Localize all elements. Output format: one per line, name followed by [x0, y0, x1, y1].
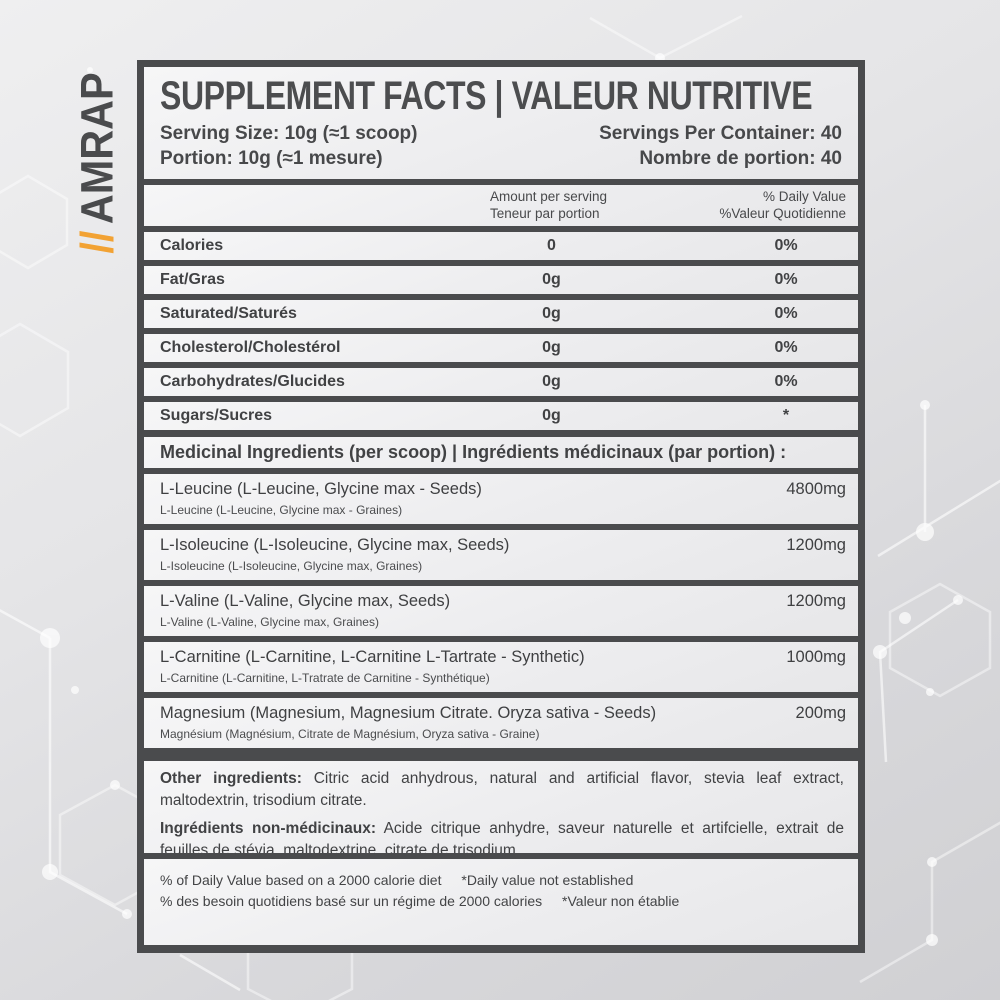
- footnotes-section: % of Daily Value based on a 2000 calorie…: [144, 859, 858, 945]
- ingredient-name-en: L-Leucine (L-Leucine, Glycine max - Seed…: [160, 480, 482, 498]
- dv-header-en: % Daily Value: [762, 188, 846, 204]
- other-ingredients-fr: Ingrédients non-médicinaux: Acide citriq…: [160, 818, 844, 853]
- nutrient-name: Cholesterol/Cholestérol: [160, 339, 341, 356]
- amount-column-header: Amount per serving Teneur par portion: [490, 189, 607, 223]
- footnote-en-star: *Daily value not established: [461, 872, 634, 888]
- ingredient-amount: 4800mg: [786, 480, 846, 498]
- footnote-fr-dv: % des besoin quotidiens basé sur un régi…: [160, 893, 543, 909]
- medicinal-row-l-valine: L-Valine (L-Valine, Glycine max, Seeds) …: [144, 586, 858, 636]
- amount-header-fr: Teneur par portion: [490, 205, 600, 221]
- other-ingredients-text-fr: Acide citrique anhydre, saveur naturelle…: [160, 820, 845, 853]
- column-headers: Amount per serving Teneur par portion % …: [144, 185, 858, 226]
- amount-header-en: Amount per serving: [490, 188, 608, 204]
- ingredient-amount: 1200mg: [786, 536, 846, 554]
- other-ingredients-label-en: Other ingredients:: [160, 770, 302, 787]
- nutrient-row-carbohydrates: Carbohydrates/Glucides 0g 0%: [144, 368, 858, 396]
- ingredient-name-en: Magnesium (Magnesium, Magnesium Citrate.…: [160, 704, 657, 722]
- label-header: SUPPLEMENT FACTS | VALEUR NUTRITIVE Serv…: [144, 67, 858, 179]
- servings-per-container: Servings Per Container: 40 Nombre de por…: [599, 122, 842, 171]
- nutrient-name: Saturated/Saturés: [160, 305, 297, 322]
- nutrient-name: Fat/Gras: [160, 271, 225, 288]
- footnote-fr-star: *Valeur non établie: [562, 893, 680, 909]
- logo-wordmark: AMRAP: [71, 72, 123, 225]
- nutrient-dv: 0%: [774, 237, 798, 254]
- nutrient-amount: 0g: [542, 373, 561, 390]
- serving-size: Serving Size: 10g (≈1 scoop) Portion: 10…: [160, 122, 418, 171]
- nutrient-row-saturated: Saturated/Saturés 0g 0%: [144, 300, 858, 328]
- footnote-en-dv: % of Daily Value based on a 2000 calorie…: [160, 872, 442, 888]
- medicinal-row-magnesium: Magnesium (Magnesium, Magnesium Citrate.…: [144, 698, 858, 748]
- amrap-logo: // AMRAP: [68, 56, 126, 270]
- other-ingredients-label-fr: Ingrédients non-médicinaux:: [160, 820, 376, 837]
- ingredient-name-fr: Magnésium (Magnésium, Citrate de Magnési…: [160, 727, 540, 741]
- other-ingredients-en: Other ingredients: Citric acid anhydrous…: [160, 768, 844, 812]
- logo-slashes-icon: //: [71, 230, 123, 254]
- ingredient-name-fr: L-Valine (L-Valine, Glycine max, Graines…: [160, 615, 379, 629]
- medicinal-ingredients-header: Medicinal Ingredients (per scoop) | Ingr…: [144, 437, 858, 468]
- footnote-fr: % des besoin quotidiens basé sur un régi…: [160, 891, 844, 912]
- supplement-facts-panel: SUPPLEMENT FACTS | VALEUR NUTRITIVE Serv…: [137, 60, 865, 953]
- footnote-en: % of Daily Value based on a 2000 calorie…: [160, 870, 844, 891]
- serving-info: Serving Size: 10g (≈1 scoop) Portion: 10…: [160, 122, 842, 171]
- ingredient-name-en: L-Carnitine (L-Carnitine, L-Carnitine L-…: [160, 648, 585, 666]
- nutrient-row-calories: Calories 0 0%: [144, 232, 858, 260]
- medicinal-row-l-leucine: L-Leucine (L-Leucine, Glycine max - Seed…: [144, 474, 858, 524]
- nutrient-dv: 0%: [774, 271, 798, 288]
- other-ingredients-text-en: Citric acid anhydrous, natural and artif…: [160, 770, 844, 809]
- other-ingredients-section: Other ingredients: Citric acid anhydrous…: [144, 761, 858, 853]
- nutrient-dv: 0%: [774, 305, 798, 322]
- nutrient-dv: 0%: [774, 339, 798, 356]
- ingredient-name-fr: L-Carnitine (L-Carnitine, L-Tratrate de …: [160, 671, 490, 685]
- nutrient-amount: 0: [547, 237, 556, 254]
- nutrient-row-sugars: Sugars/Sucres 0g *: [144, 402, 858, 430]
- ingredient-name-en: L-Valine (L-Valine, Glycine max, Seeds): [160, 592, 451, 610]
- servings-per-container-en: Servings Per Container: 40: [599, 123, 842, 144]
- medicinal-row-l-carnitine: L-Carnitine (L-Carnitine, L-Carnitine L-…: [144, 642, 858, 692]
- nutrient-name: Sugars/Sucres: [160, 407, 273, 424]
- serving-size-en: Serving Size: 10g (≈1 scoop): [160, 123, 418, 144]
- nutrient-name: Calories: [160, 237, 224, 254]
- nutrient-row-cholesterol: Cholesterol/Cholestérol 0g 0%: [144, 334, 858, 362]
- nutrient-amount: 0g: [542, 339, 561, 356]
- medicinal-row-l-isoleucine: L-Isoleucine (L-Isoleucine, Glycine max,…: [144, 530, 858, 580]
- nutrient-name: Carbohydrates/Glucides: [160, 373, 345, 390]
- dv-header-fr: %Valeur Quotidienne: [719, 205, 846, 221]
- ingredient-name-fr: L-Leucine (L-Leucine, Glycine max - Grai…: [160, 503, 403, 517]
- nutrient-amount: 0g: [542, 305, 561, 322]
- amrap-logo-text: // AMRAP: [71, 72, 123, 253]
- nutrient-amount: 0g: [542, 271, 561, 288]
- nutrient-amount: 0g: [542, 407, 561, 424]
- ingredient-amount: 1200mg: [786, 592, 846, 610]
- daily-value-column-header: % Daily Value %Valeur Quotidienne: [719, 189, 858, 223]
- ingredient-name-fr: L-Isoleucine (L-Isoleucine, Glycine max,…: [160, 559, 423, 573]
- serving-size-fr: Portion: 10g (≈1 mesure): [160, 147, 383, 169]
- nutrient-dv: *: [782, 407, 790, 424]
- nutrient-dv: 0%: [774, 373, 798, 390]
- ingredient-amount: 1000mg: [786, 648, 846, 666]
- label-title: SUPPLEMENT FACTS | VALEUR NUTRITIVE: [160, 74, 813, 118]
- ingredient-amount: 200mg: [795, 704, 846, 722]
- nutrient-row-fat: Fat/Gras 0g 0%: [144, 266, 858, 294]
- servings-per-container-fr: Nombre de portion: 40: [639, 147, 842, 169]
- ingredient-name-en: L-Isoleucine (L-Isoleucine, Glycine max,…: [160, 536, 510, 554]
